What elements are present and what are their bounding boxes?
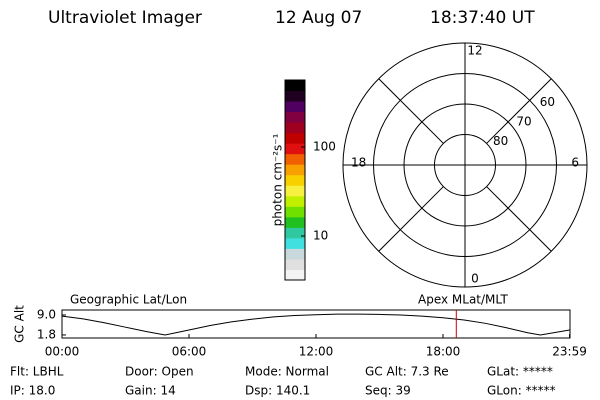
status-field: Gain: 14 [125, 384, 176, 398]
status-field: GLon: ***** [487, 384, 556, 398]
status-field: GC Alt: 7.3 Re [365, 365, 449, 379]
diagonal [486, 78, 552, 144]
altitude-line [61, 313, 570, 336]
status-field: Dsp: 140.1 [245, 384, 310, 398]
colorbar-cell [285, 185, 305, 197]
x-tick-label: 23:59 [552, 345, 587, 359]
colorbar-cell [285, 237, 305, 249]
status-field: Mode: Normal [245, 365, 329, 379]
diagonal [378, 78, 444, 144]
status-field: Flt: LBHL [10, 365, 64, 379]
x-tick-label: 00:00 [45, 345, 80, 359]
colorbar-cell [285, 90, 305, 102]
status-field: GLat: ***** [487, 365, 553, 379]
colorbar-cell [285, 132, 305, 144]
colorbar-cell [285, 164, 305, 176]
colorbar-cell [285, 227, 305, 239]
diagonal [378, 186, 444, 252]
colorbar-tick-label: 10 [313, 228, 328, 242]
colorbar-cell [285, 206, 305, 218]
colorbar-cell [285, 101, 305, 113]
colorbar-cell [285, 122, 305, 134]
colorbar-cell [285, 80, 305, 92]
lat-label: 60 [540, 95, 555, 109]
strip-frame [61, 309, 571, 339]
status-field: IP: 18.0 [10, 384, 55, 398]
colorbar-cell [285, 195, 305, 207]
instrument: Ultraviolet Imager [48, 8, 202, 28]
x-tick-label: 06:00 [172, 345, 207, 359]
mlt-label: 6 [571, 156, 579, 170]
mlt-label: 0 [471, 272, 479, 286]
colorbar-cell [285, 248, 305, 260]
colorbar-label: photon cm⁻²s⁻¹ [271, 133, 285, 226]
status-field: Door: Open [125, 365, 194, 379]
colorbar-tick-label: 100 [313, 139, 336, 153]
x-tick-label: 18:00 [426, 345, 461, 359]
status-field: Seq: 39 [365, 384, 411, 398]
right-label: Apex MLat/MLT [418, 293, 508, 307]
colorbar-cell [285, 111, 305, 123]
date: 12 Aug 07 [275, 8, 362, 28]
lat-label: 80 [493, 134, 508, 148]
mlt-label: 12 [467, 44, 482, 58]
left-label: Geographic Lat/Lon [70, 293, 187, 307]
colorbar-frame [284, 79, 306, 281]
y-tick-label: 9.0 [37, 307, 56, 321]
colorbar-cell [285, 216, 305, 228]
lat-label: 70 [516, 114, 531, 128]
colorbar-cell [285, 269, 305, 281]
colorbar-cell [285, 153, 305, 165]
colorbar-cell [285, 174, 305, 186]
x-tick-label: 12:00 [299, 345, 334, 359]
mlt-label: 18 [351, 156, 366, 170]
time: 18:37:40 UT [430, 8, 535, 28]
colorbar-cell [285, 258, 305, 270]
colorbar-cell [285, 143, 305, 155]
diagonal [486, 186, 552, 252]
y-tick-label: 1.8 [37, 327, 56, 341]
y-axis-label: GC Alt [13, 305, 27, 343]
